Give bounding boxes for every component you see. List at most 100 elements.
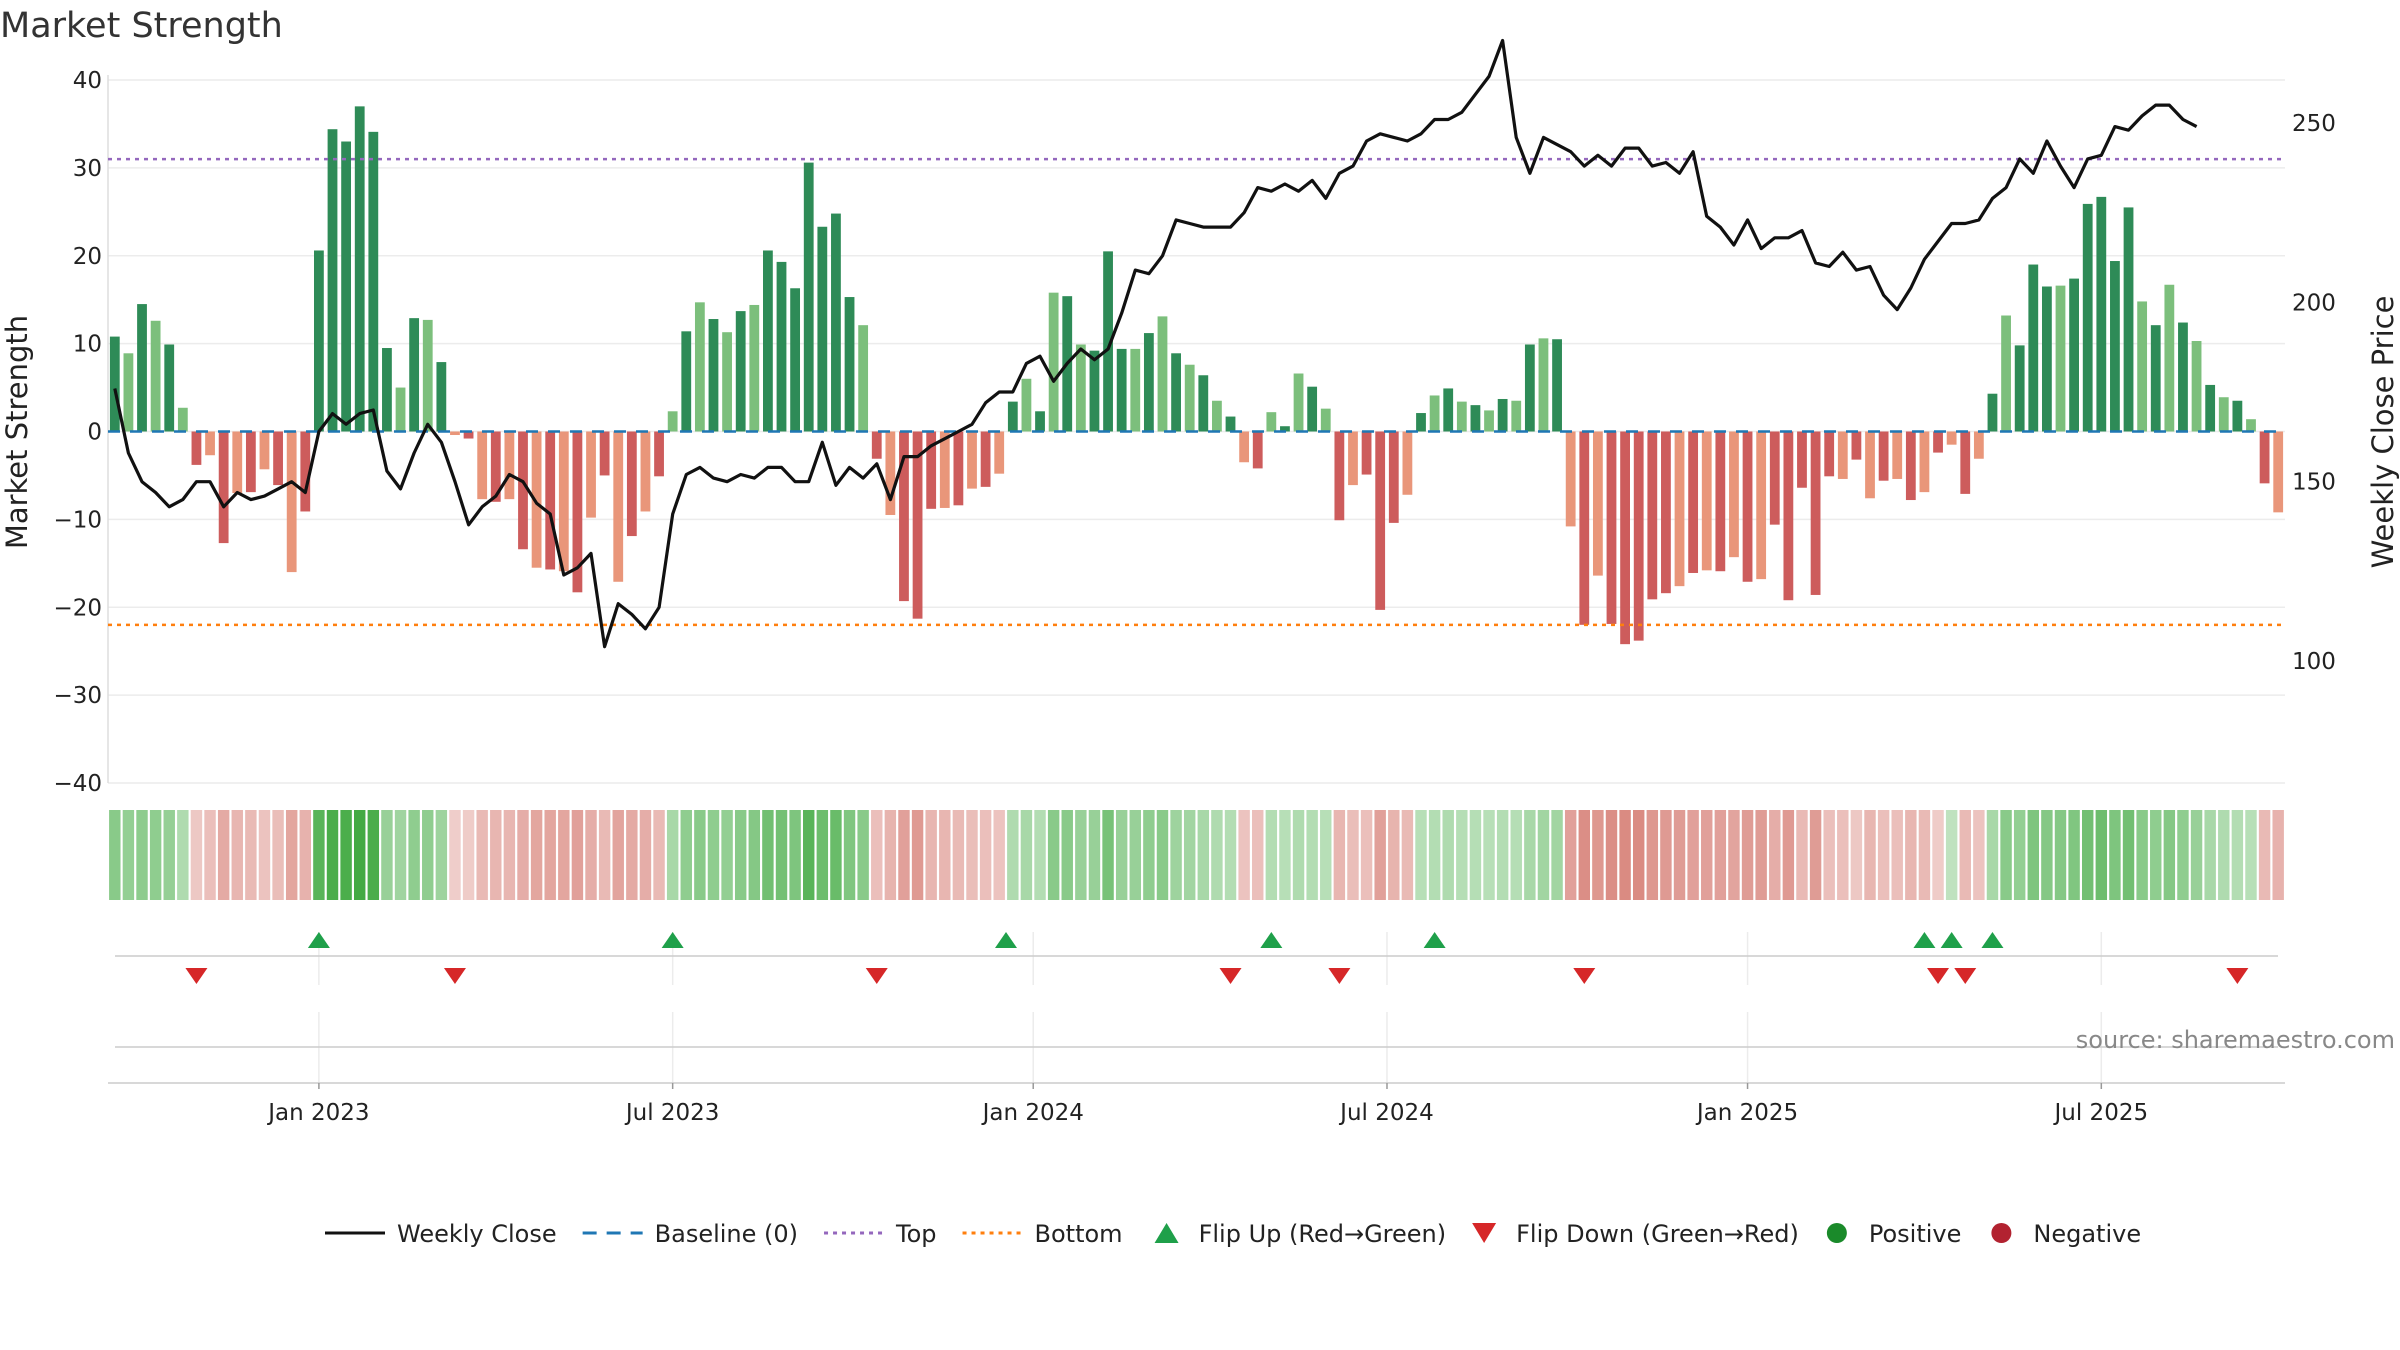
strength-bar [2178, 322, 2188, 432]
strength-bar [817, 226, 828, 432]
strength-bar [1225, 416, 1236, 432]
ribbon-cell [2272, 810, 2284, 900]
ribbon-cell [1837, 810, 1849, 900]
ribbon-cell [911, 810, 924, 900]
ribbon-cell [1986, 810, 1999, 900]
strength-bar [1511, 400, 1522, 432]
ribbon-cell [1061, 810, 1073, 900]
y-tick-label: 10 [73, 332, 102, 358]
ribbon-cell [1360, 810, 1373, 900]
ribbon-cell [2177, 810, 2189, 900]
strength-bar [1701, 431, 1712, 571]
ribbon-cell [1252, 810, 1264, 900]
strength-bar [2123, 207, 2134, 432]
strength-bar [1470, 405, 1481, 432]
y-tick-label: −30 [53, 683, 102, 709]
strength-bar [926, 431, 937, 509]
strength-bar [2273, 431, 2284, 513]
ribbon-cell [204, 810, 216, 900]
ribbon-cell [1143, 810, 1155, 900]
strength-bar [1878, 431, 1889, 481]
strength-bar [2137, 301, 2148, 432]
ribbon-cell [1020, 810, 1033, 900]
ribbon-cell [476, 810, 488, 900]
strength-bar [2191, 340, 2202, 432]
strength-bar [844, 297, 855, 432]
strength-bar [953, 431, 964, 506]
ribbon-cell [462, 810, 475, 900]
strength-bar [531, 431, 542, 568]
ribbon-cell [748, 810, 761, 900]
strength-bar [477, 431, 488, 500]
ribbon-cell [2163, 810, 2176, 900]
strength-bar [1606, 431, 1617, 624]
weekly-close-line [113, 38, 2198, 649]
ribbon-cell [1769, 810, 1781, 900]
legend-item: Weekly Close [325, 1220, 557, 1248]
y-axis-title: Market Strength [0, 315, 34, 549]
legend-item: Negative [1991, 1220, 2141, 1248]
ribbon-cell [2258, 810, 2271, 900]
strength-bar [1484, 410, 1494, 432]
flip-up-marker [1423, 932, 1446, 948]
ribbon-cell [1850, 810, 1863, 900]
x-tick-label: Jul 2024 [1338, 1100, 1434, 1126]
strength-bar [1783, 431, 1794, 601]
strength-bar [1035, 411, 1045, 432]
legend-item: Positive [1826, 1220, 1961, 1248]
strength-bar [1266, 412, 1277, 432]
strength-bar [1348, 431, 1358, 486]
ribbon-cell [1211, 810, 1223, 900]
strength-bar [1524, 344, 1535, 432]
ribbon-cell [530, 810, 543, 900]
ribbon-cell [1102, 810, 1114, 900]
ribbon-cell [1197, 810, 1210, 900]
x-tick-label: Jul 2025 [2053, 1100, 2149, 1126]
ribbon-cell [217, 810, 230, 900]
ribbon-cell [1537, 810, 1550, 900]
ribbon-cell [122, 810, 135, 900]
legend-triangle-down-icon [1472, 1223, 1497, 1243]
ribbon-cell [2190, 810, 2203, 900]
strength-bar [885, 431, 896, 515]
ribbon-cell [340, 810, 352, 900]
ribbon-cell [1442, 810, 1454, 900]
ribbon-cell [1292, 810, 1305, 900]
ribbon-cell [1415, 810, 1427, 900]
strength-bar [694, 302, 705, 432]
strength-bar [912, 431, 923, 619]
strength-bar [2096, 196, 2107, 432]
strength-bar [1157, 316, 1168, 432]
flip-up-marker [1260, 932, 1283, 948]
strength-bar [1334, 431, 1345, 521]
x-tick-label: Jan 2024 [981, 1100, 1084, 1126]
strength-bar [1416, 413, 1426, 432]
strength-bar [1851, 431, 1862, 460]
strength-bar [123, 353, 134, 432]
ribbon-cell [1877, 810, 1890, 900]
ribbon-cell [163, 810, 175, 900]
ribbon-cell [2231, 810, 2244, 900]
source-label: source: sharemaestro.com [2076, 1026, 2395, 1054]
strength-bar [640, 431, 651, 512]
strength-bar [1402, 431, 1413, 495]
ribbon-cell [884, 810, 897, 900]
ribbon-cell [2000, 810, 2012, 900]
ribbon-cell [1496, 810, 1509, 900]
ribbon-cell [1578, 810, 1590, 900]
legend-dot-icon [1826, 1223, 1847, 1243]
legend-triangle-up-icon [1154, 1223, 1179, 1243]
ribbon-cell [394, 810, 407, 900]
ribbon-cell [1796, 810, 1808, 900]
ribbon-cell [2041, 810, 2053, 900]
ribbon-cell [1619, 810, 1631, 900]
y-tick-label: −10 [53, 507, 102, 533]
strength-bar [1810, 431, 1821, 595]
ribbon-cell [1510, 810, 1522, 900]
ribbon-cell [1428, 810, 1441, 900]
strength-bar [368, 131, 379, 432]
strength-bar [409, 318, 420, 432]
strength-bar [2110, 261, 2120, 432]
